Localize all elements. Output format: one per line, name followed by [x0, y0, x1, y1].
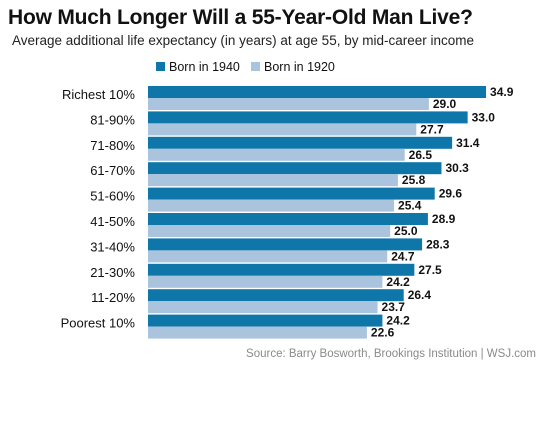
- chart-title: How Much Longer Will a 55-Year-Old Man L…: [8, 6, 473, 29]
- value-label: 24.2: [386, 275, 410, 289]
- legend-label: Born in 1940: [169, 60, 240, 74]
- bar: [148, 301, 378, 314]
- value-label: 34.9: [490, 85, 514, 99]
- bar: [148, 250, 388, 263]
- value-label: 28.3: [426, 237, 450, 251]
- category-label: 21-30%: [90, 265, 135, 280]
- bar: [148, 86, 487, 98]
- legend-label: Born in 1920: [264, 60, 335, 74]
- bar: [148, 187, 435, 200]
- legend-swatch: [156, 62, 165, 71]
- source-note: Source: Barry Bosworth, Brookings Instit…: [246, 348, 536, 360]
- value-label: 29.0: [433, 97, 457, 111]
- bar: [148, 98, 429, 110]
- bar: [148, 123, 417, 136]
- value-label: 26.5: [409, 148, 433, 162]
- category-label: 71-80%: [90, 138, 135, 153]
- value-label: 24.2: [386, 314, 410, 328]
- category-label: 11-20%: [91, 290, 135, 305]
- value-label: 27.7: [420, 122, 444, 136]
- bar: [148, 314, 383, 327]
- bar: [148, 136, 453, 149]
- bar: [148, 199, 395, 212]
- bar: [148, 238, 423, 251]
- category-label: Richest 10%: [62, 87, 135, 102]
- category-label: 51-60%: [90, 189, 135, 204]
- legend-swatch: [251, 62, 260, 71]
- value-label: 33.0: [472, 110, 496, 124]
- value-label: 25.0: [394, 224, 418, 238]
- value-label: 26.4: [408, 288, 432, 302]
- value-label: 22.6: [371, 326, 395, 340]
- value-label: 29.6: [439, 187, 463, 201]
- value-label: 24.7: [391, 249, 415, 263]
- category-label: 81-90%: [90, 112, 135, 127]
- chart-subtitle: Average additional life expectancy (in y…: [12, 33, 474, 48]
- value-label: 28.9: [432, 212, 456, 226]
- bar: [148, 162, 442, 175]
- bar: [148, 275, 383, 288]
- value-label: 31.4: [456, 136, 480, 150]
- value-label: 30.3: [445, 161, 469, 175]
- value-label: 23.7: [382, 300, 406, 314]
- value-label: 27.5: [418, 263, 442, 277]
- bar: [148, 174, 398, 187]
- category-label: Poorest 10%: [61, 316, 136, 331]
- category-label: 61-70%: [90, 163, 135, 178]
- category-label: 31-40%: [90, 239, 135, 254]
- bar: [148, 213, 428, 225]
- bar: [148, 148, 405, 161]
- bar: [148, 225, 391, 237]
- value-label: 25.8: [402, 173, 426, 187]
- bar: [148, 326, 367, 339]
- bar: [148, 263, 415, 276]
- category-label: 41-50%: [90, 214, 135, 229]
- bar: [148, 289, 404, 302]
- value-label: 25.4: [398, 199, 422, 213]
- bar: [148, 111, 468, 124]
